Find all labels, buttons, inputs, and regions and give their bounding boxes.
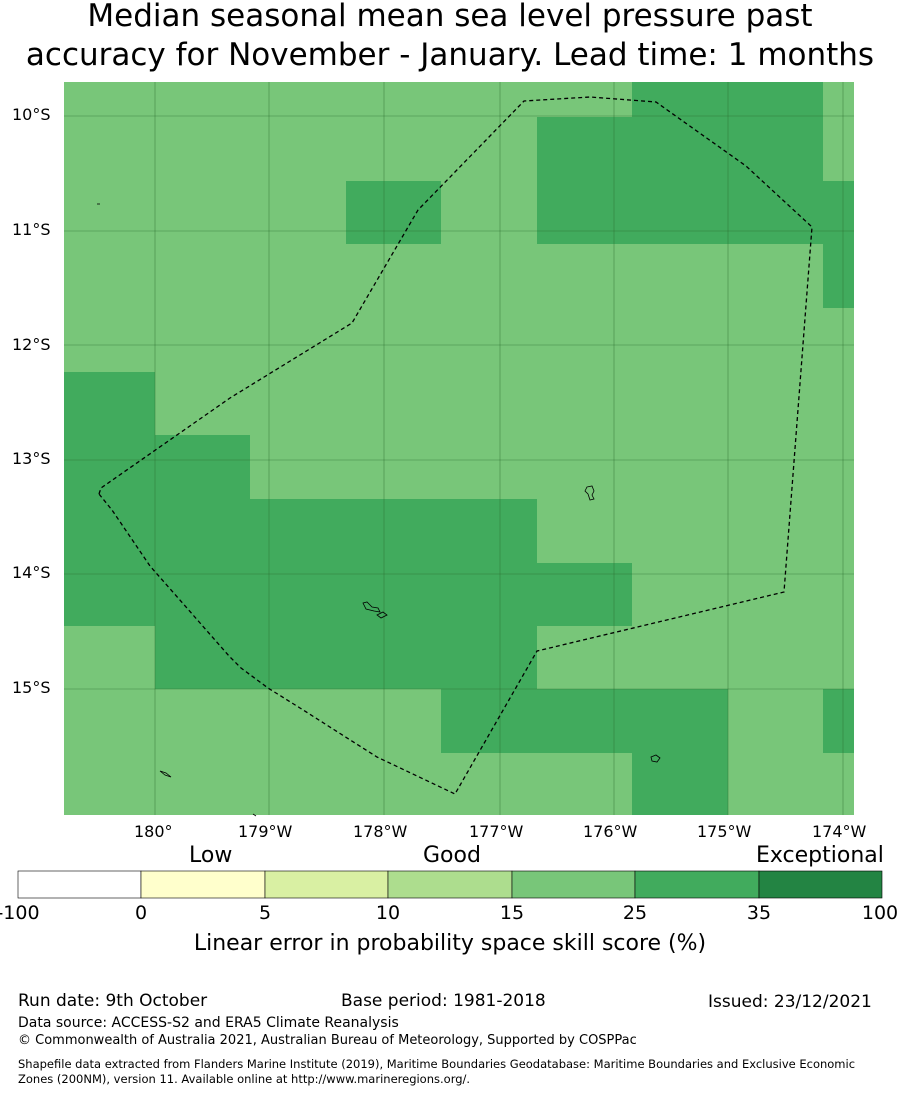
colorbar-swatch (634, 870, 760, 899)
colorbar-swatch (387, 870, 513, 899)
lat-label: 12°S (12, 335, 51, 354)
base-period: Base period: 1981-2018 (341, 991, 546, 1011)
eez-boundary (98, 96, 813, 795)
skill-cell (441, 689, 728, 753)
colorbar-tick: 10 (375, 902, 401, 924)
lon-label: 175°W (697, 822, 752, 841)
colorbar-swatch (140, 870, 266, 899)
lat-label: 10°S (12, 105, 51, 124)
colorbar-swatch (758, 870, 883, 899)
lat-label: 15°S (12, 678, 51, 697)
island (650, 754, 661, 763)
island (159, 770, 172, 778)
skill-cell (823, 181, 854, 308)
issued-date: Issued: 23/12/2021 (708, 992, 872, 1012)
colorbar-tick: 35 (746, 902, 772, 924)
skill-cell (537, 563, 632, 626)
shapefile-credit-line-2: Zones (200NM), version 11. Available onl… (18, 1072, 471, 1086)
chart-title-line-1: Median seasonal mean sea level pressure … (87, 0, 813, 34)
copyright: © Commonwealth of Australia 2021, Austra… (18, 1033, 637, 1048)
skill-cell (632, 82, 823, 117)
skill-cell (250, 499, 537, 689)
colorbar-tick: -100 (0, 902, 40, 924)
island (362, 601, 381, 613)
colorbar-tick: 5 (258, 902, 272, 924)
skill-cell (155, 435, 250, 689)
data-source: Data source: ACCESS-S2 and ERA5 Climate … (18, 1015, 399, 1031)
colorbar (17, 870, 883, 899)
lat-label: 14°S (12, 563, 51, 582)
lat-label: 11°S (12, 220, 51, 239)
colorbar-tick: 25 (622, 902, 648, 924)
colorbar-swatch (511, 870, 636, 899)
colorbar-swatch (17, 870, 142, 899)
colorbar-category-exceptional: Exceptional (756, 843, 884, 868)
colorbar-tick: 100 (861, 902, 899, 924)
map-gridlines (64, 82, 854, 815)
lon-label: 176°W (583, 822, 638, 841)
lon-label: 178°W (353, 822, 408, 841)
island (584, 485, 595, 501)
lon-label: 177°W (469, 822, 524, 841)
island (252, 813, 257, 817)
colorbar-swatch (264, 870, 389, 899)
island (376, 611, 388, 619)
lon-label: 174°W (812, 822, 867, 841)
skill-cell (823, 689, 854, 753)
chart-title-line-2: accuracy for November - January. Lead ti… (25, 37, 875, 73)
skill-cell (537, 117, 823, 244)
colorbar-title: Linear error in probability space skill … (193, 931, 707, 956)
skill-cell (346, 181, 441, 244)
island-outlines (97, 203, 661, 817)
colorbar-category-low: Low (189, 843, 233, 868)
colorbar-tick: 15 (499, 902, 525, 924)
colorbar-tick: 0 (134, 902, 148, 924)
colorbar-category-good: Good (423, 843, 481, 868)
skill-cell (632, 753, 728, 815)
lon-label: 180° (134, 822, 173, 841)
lon-label: 179°W (238, 822, 293, 841)
skill-cell (64, 372, 155, 626)
shapefile-credit-line-1: Shapefile data extracted from Flanders M… (18, 1057, 856, 1071)
lat-label: 13°S (12, 449, 51, 468)
skill-cells-25-35 (64, 82, 854, 815)
run-date: Run date: 9th October (18, 991, 208, 1011)
